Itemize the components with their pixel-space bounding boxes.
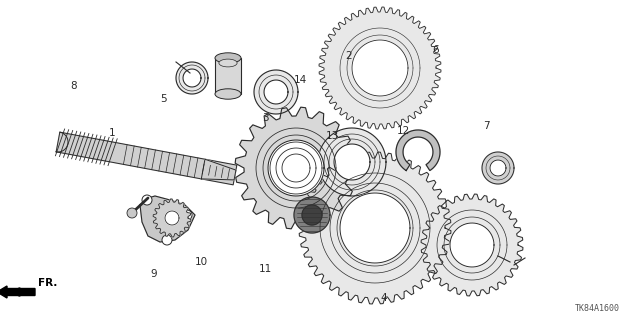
Polygon shape [490,160,506,176]
Polygon shape [140,196,195,242]
Polygon shape [254,70,298,114]
Text: 14: 14 [294,75,307,85]
Polygon shape [183,69,201,87]
Text: 6: 6 [432,44,438,55]
Circle shape [162,235,172,245]
Circle shape [182,210,192,220]
Ellipse shape [219,59,237,67]
Text: 1: 1 [109,128,115,138]
Text: 11: 11 [259,264,272,274]
Polygon shape [482,152,514,184]
Text: TK84A1600: TK84A1600 [575,304,620,313]
Text: 8: 8 [70,81,77,92]
Ellipse shape [215,53,241,63]
Polygon shape [153,199,191,237]
Text: 9: 9 [150,268,157,279]
Text: 7: 7 [483,121,490,132]
Polygon shape [264,80,288,104]
Polygon shape [202,159,236,180]
Text: 2: 2 [346,51,352,61]
Bar [215,58,241,94]
Circle shape [142,195,152,205]
Polygon shape [396,130,440,171]
Polygon shape [318,128,386,196]
Text: 5: 5 [160,94,166,104]
Text: 13: 13 [326,131,339,141]
Polygon shape [56,132,237,185]
Polygon shape [319,7,441,129]
Polygon shape [235,107,357,229]
Ellipse shape [215,89,241,99]
Polygon shape [340,193,410,263]
Polygon shape [176,62,208,94]
Polygon shape [421,194,523,296]
Text: 3: 3 [262,113,269,124]
Polygon shape [352,40,408,96]
Polygon shape [299,152,451,304]
Circle shape [127,208,137,218]
Text: 10: 10 [195,257,208,268]
Polygon shape [334,144,370,180]
Polygon shape [450,223,494,267]
Text: 4: 4 [381,292,387,303]
Polygon shape [165,211,179,225]
Polygon shape [302,205,322,225]
Text: FR.: FR. [38,278,58,288]
Polygon shape [294,197,330,233]
Text: 12: 12 [397,126,410,136]
Polygon shape [268,140,324,196]
FancyArrow shape [0,286,35,298]
